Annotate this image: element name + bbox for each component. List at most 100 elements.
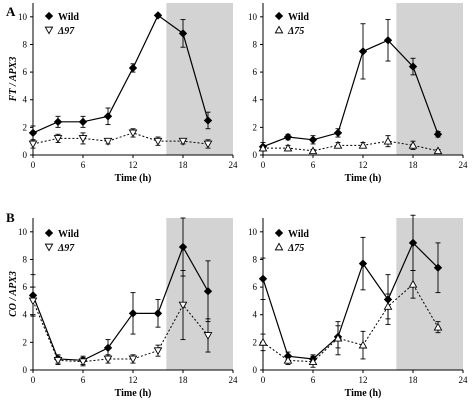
data-point — [178, 137, 188, 146]
legend: Wild Δ97 — [44, 11, 79, 37]
data-point — [258, 274, 268, 283]
data-point — [358, 140, 368, 149]
data-point — [153, 309, 163, 318]
series-mutant — [28, 270, 213, 367]
y-tick-label: 6 — [23, 67, 28, 77]
series-line — [262, 39, 439, 148]
data-point — [408, 140, 418, 149]
data-point — [203, 140, 213, 149]
legend-label: Wild — [58, 12, 79, 23]
data-point — [153, 11, 163, 20]
y-tick-label: 10 — [248, 12, 258, 22]
legend-marker — [274, 11, 284, 21]
x-tick-label: 24 — [229, 375, 239, 385]
x-axis-label: Time (h) — [115, 173, 152, 184]
y-tick-label: 2 — [253, 337, 258, 347]
x-tick-label: 0 — [31, 160, 36, 170]
series-wild — [28, 11, 213, 141]
series-mutant — [28, 128, 213, 149]
y-tick-label: 6 — [253, 67, 258, 77]
y-tick-label: 8 — [23, 254, 28, 264]
y-tick-label: 10 — [18, 227, 28, 237]
data-point — [53, 135, 63, 143]
data-point — [178, 29, 188, 38]
data-point — [408, 238, 418, 248]
data-point — [408, 279, 418, 288]
data-point — [53, 117, 63, 127]
y-tick-label: 4 — [23, 310, 28, 320]
shaded-dark-period — [396, 3, 463, 155]
data-point — [433, 322, 443, 331]
x-tick-label: 0 — [31, 375, 36, 385]
data-point — [103, 343, 113, 353]
x-tick-label: 6 — [81, 375, 86, 385]
data-point — [383, 136, 393, 145]
x-tick-label: 12 — [129, 375, 138, 385]
x-tick-label: 0 — [261, 160, 266, 170]
data-point — [203, 332, 213, 340]
series-line — [263, 140, 439, 152]
data-point — [153, 347, 163, 356]
legend: Wild Δ75 — [274, 228, 309, 254]
data-point — [408, 62, 418, 71]
legend-marker — [274, 25, 284, 34]
data-point — [103, 137, 113, 146]
data-point — [28, 297, 38, 306]
series-line — [262, 241, 439, 360]
data-point — [258, 143, 268, 152]
y-tick-label: 2 — [23, 122, 28, 132]
data-point — [28, 128, 38, 138]
data-point — [333, 140, 343, 149]
data-point — [103, 112, 113, 121]
data-point — [358, 259, 368, 268]
data-point — [178, 242, 188, 252]
x-tick-label: 18 — [179, 375, 189, 385]
data-point — [358, 47, 368, 56]
y-tick-label: 2 — [23, 337, 28, 347]
data-point — [358, 340, 368, 349]
y-tick-label: 2 — [253, 122, 258, 132]
series-line — [32, 14, 209, 134]
x-tick-label: 12 — [359, 160, 368, 170]
y-tick-label: 0 — [23, 150, 28, 160]
series-mutant — [258, 270, 443, 368]
y-tick-label: 0 — [253, 365, 258, 375]
data-point — [383, 36, 393, 45]
x-tick-label: 18 — [179, 160, 189, 170]
panel-letter-b: B — [6, 210, 15, 225]
x-tick-label: 18 — [409, 375, 419, 385]
series-wild — [258, 19, 443, 152]
data-point — [28, 140, 38, 149]
data-point — [283, 143, 293, 152]
x-tick-label: 12 — [129, 160, 138, 170]
y-tick-label: 0 — [253, 150, 258, 160]
data-point — [333, 128, 343, 138]
y-axis-label: FT / APX3 — [8, 57, 19, 103]
legend-marker — [44, 228, 54, 238]
y-tick-label: 8 — [253, 39, 258, 49]
legend-label: Wild — [288, 229, 309, 240]
panel-letter-a: A — [6, 4, 16, 19]
legend-label: Δ75 — [287, 243, 304, 254]
x-tick-label: 12 — [359, 375, 368, 385]
legend-marker — [44, 11, 54, 21]
legend-label: Δ97 — [57, 26, 75, 37]
legend-marker — [44, 243, 54, 252]
series-line — [32, 132, 209, 145]
x-tick-label: 6 — [311, 160, 316, 170]
shaded-dark-period — [166, 218, 233, 370]
x-axis-label: Time (h) — [115, 388, 152, 399]
x-tick-label: 24 — [229, 160, 239, 170]
y-tick-label: 4 — [253, 95, 258, 105]
legend-marker — [44, 26, 54, 35]
data-point — [128, 63, 138, 73]
y-tick-label: 4 — [253, 310, 258, 320]
legend-label: Δ97 — [57, 243, 75, 254]
data-point — [383, 301, 393, 310]
shaded-dark-period — [166, 3, 233, 155]
y-tick-label: 8 — [23, 39, 28, 49]
